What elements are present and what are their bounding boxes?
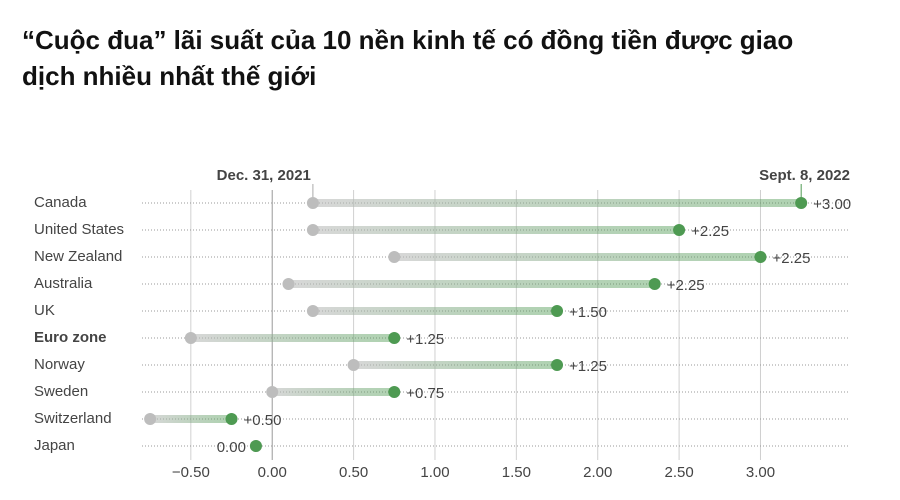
y-tick-label: Japan: [34, 437, 75, 454]
end-dot: [249, 440, 262, 452]
legend-label: Sept. 8, 2022: [759, 167, 850, 184]
y-tick-label: Sweden: [34, 383, 88, 400]
y-tick-label: United States: [34, 221, 124, 238]
start-dot: [282, 278, 295, 290]
start-dot: [306, 305, 319, 317]
value-label: +0.50: [244, 412, 282, 429]
connector: [353, 361, 558, 369]
end-dot: [551, 305, 564, 317]
start-dot: [306, 224, 319, 236]
value-label: +2.25: [772, 250, 810, 267]
start-dot: [266, 386, 279, 398]
y-tick-label: Switzerland: [34, 410, 112, 427]
x-tick-label: 2.50: [665, 464, 694, 481]
x-tick-label: −0.50: [172, 464, 210, 481]
value-label: +1.25: [569, 358, 607, 375]
x-tick-label: 0.00: [258, 464, 287, 481]
value-label: 0.00: [217, 439, 246, 456]
start-dot: [184, 332, 197, 344]
y-tick-label: Australia: [34, 275, 93, 292]
end-dot: [673, 224, 686, 236]
connector: [312, 199, 802, 207]
x-tick-label: 1.50: [502, 464, 531, 481]
value-label: +2.25: [691, 223, 729, 240]
x-tick-label: 0.50: [339, 464, 368, 481]
value-label: +2.25: [667, 277, 705, 294]
value-label: +1.50: [569, 304, 607, 321]
y-tick-label: Norway: [34, 356, 85, 373]
connector: [190, 334, 395, 342]
connector: [312, 307, 558, 315]
connector: [272, 388, 395, 396]
end-dot: [754, 251, 767, 263]
value-label: +1.25: [406, 331, 444, 348]
y-tick-label: New Zealand: [34, 248, 122, 265]
value-label: +0.75: [406, 385, 444, 402]
end-dot: [795, 197, 808, 209]
y-tick-label: UK: [34, 302, 55, 319]
value-label: +3.00: [813, 196, 851, 213]
connector: [150, 415, 232, 423]
start-dot: [144, 413, 157, 425]
start-dot: [306, 197, 319, 209]
legend-label: Dec. 31, 2021: [217, 167, 311, 184]
x-tick-label: 2.00: [583, 464, 612, 481]
start-dot: [347, 359, 360, 371]
end-dot: [225, 413, 238, 425]
y-tick-label: Euro zone: [34, 329, 107, 346]
start-dot: [388, 251, 401, 263]
end-dot: [551, 359, 564, 371]
x-tick-label: 3.00: [746, 464, 775, 481]
connector: [288, 280, 655, 288]
end-dot: [388, 332, 401, 344]
connector: [394, 253, 761, 261]
end-dot: [388, 386, 401, 398]
end-dot: [648, 278, 661, 290]
x-tick-label: 1.00: [420, 464, 449, 481]
connector: [312, 226, 680, 234]
chart-title: “Cuộc đua” lãi suất của 10 nền kinh tế c…: [22, 25, 794, 91]
y-tick-label: Canada: [34, 194, 87, 211]
